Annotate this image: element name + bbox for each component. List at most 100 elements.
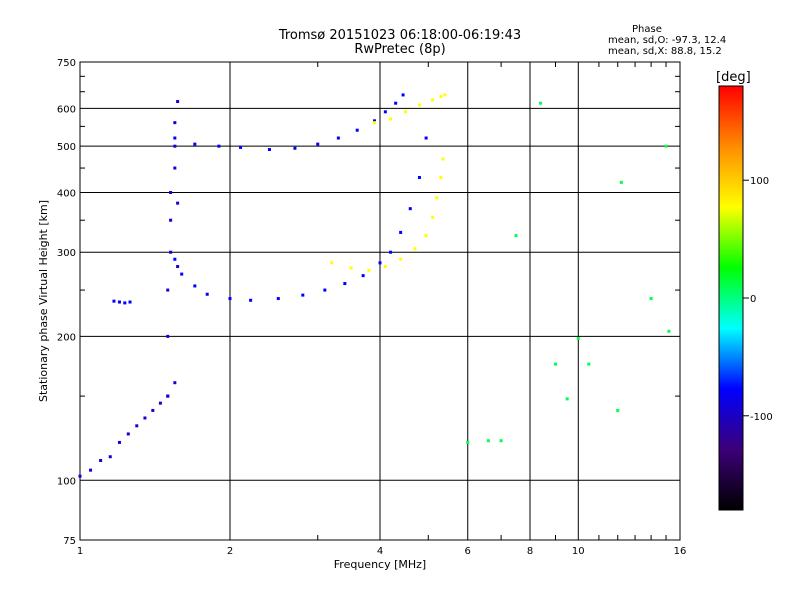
data-point xyxy=(239,145,243,149)
x-tick-label: 4 xyxy=(377,546,383,557)
data-point xyxy=(117,300,121,304)
data-points xyxy=(78,93,671,478)
chart-title: Tromsø 20151023 06:18:00-06:19:43 xyxy=(278,28,522,43)
data-point xyxy=(435,196,439,200)
data-point xyxy=(664,144,668,148)
data-point xyxy=(158,401,162,405)
x-tick-label: 2 xyxy=(227,546,233,557)
data-point xyxy=(205,292,209,296)
data-point xyxy=(439,95,443,99)
colorbar xyxy=(718,85,744,511)
data-point xyxy=(173,166,177,170)
data-point xyxy=(439,175,443,179)
data-point xyxy=(173,144,177,148)
data-point xyxy=(173,257,177,261)
data-point xyxy=(135,424,139,428)
x-tick-label: 8 xyxy=(527,546,533,557)
data-point xyxy=(78,474,82,478)
data-point xyxy=(176,265,180,269)
data-point xyxy=(431,215,435,219)
data-point xyxy=(323,288,327,292)
data-point xyxy=(399,230,403,234)
data-point xyxy=(424,234,428,238)
data-point xyxy=(166,394,170,398)
data-point xyxy=(355,128,359,132)
data-point xyxy=(193,142,197,146)
data-point xyxy=(424,136,428,140)
data-point xyxy=(403,110,407,114)
data-point xyxy=(276,297,280,301)
data-point xyxy=(587,362,591,366)
data-point xyxy=(117,440,121,444)
data-point xyxy=(99,458,103,462)
data-point xyxy=(193,284,197,288)
data-point xyxy=(180,272,184,276)
colorbar-tick-label: 100 xyxy=(750,176,769,187)
data-point xyxy=(431,98,435,102)
data-point xyxy=(349,266,353,270)
data-point xyxy=(619,180,623,184)
y-tick-label: 200 xyxy=(57,332,76,343)
data-point xyxy=(169,218,173,222)
data-point xyxy=(217,144,221,148)
data-point xyxy=(649,297,653,301)
data-point xyxy=(383,265,387,269)
phase-title: Phase xyxy=(632,24,662,35)
colorbar-tick-label: 0 xyxy=(750,294,756,305)
data-point xyxy=(401,93,405,97)
data-point xyxy=(330,261,334,265)
data-point xyxy=(173,381,177,385)
y-axis-label: Stationary phase Virtual Height [km] xyxy=(37,200,50,402)
data-point xyxy=(126,432,130,436)
data-point xyxy=(151,408,155,412)
data-point xyxy=(486,439,490,443)
data-point xyxy=(169,190,173,194)
data-point xyxy=(394,101,398,105)
data-point xyxy=(399,257,403,261)
data-point xyxy=(389,250,393,254)
data-point xyxy=(361,274,365,278)
data-point xyxy=(343,282,347,286)
data-point xyxy=(293,146,297,150)
data-point xyxy=(667,329,671,333)
data-point xyxy=(413,247,417,251)
data-point xyxy=(417,175,421,179)
data-point xyxy=(616,408,620,412)
x-axis: 1 2 4 6 8 10 16 xyxy=(77,62,687,557)
data-point xyxy=(373,119,377,123)
data-point xyxy=(169,250,173,254)
data-point xyxy=(128,300,132,304)
phase-o-mode: mean, sd,O: -97.3, 12.4 xyxy=(608,35,727,46)
y-tick-label: 750 xyxy=(57,58,76,69)
data-point xyxy=(443,93,447,97)
data-point xyxy=(367,268,371,272)
grid-lines xyxy=(80,62,680,540)
data-point xyxy=(301,293,305,297)
data-point xyxy=(373,121,377,125)
data-point xyxy=(316,142,320,146)
colorbar-label: [deg] xyxy=(716,70,751,85)
data-point xyxy=(539,101,543,105)
x-tick-label: 16 xyxy=(674,546,687,557)
y-tick-label: 300 xyxy=(57,248,76,259)
x-axis-label: Frequency [MHz] xyxy=(334,558,426,571)
x-tick-label: 1 xyxy=(77,546,83,557)
data-point xyxy=(173,136,177,140)
x-tick-label: 10 xyxy=(572,546,585,557)
data-point xyxy=(499,439,503,443)
data-point xyxy=(553,362,557,366)
data-point xyxy=(176,100,180,104)
data-point xyxy=(249,298,253,302)
data-point xyxy=(514,234,518,238)
data-point xyxy=(565,397,569,401)
y-tick-label: 400 xyxy=(57,188,76,199)
x-tick-label: 6 xyxy=(465,546,471,557)
data-point xyxy=(378,261,382,265)
phase-x-mode: mean, sd,X: 88.8, 15.2 xyxy=(608,46,722,57)
data-point xyxy=(336,136,340,140)
data-point xyxy=(441,157,445,161)
data-point xyxy=(383,110,387,114)
colorbar-ticks: 100 0 -100 xyxy=(743,176,773,423)
data-point xyxy=(417,103,421,107)
